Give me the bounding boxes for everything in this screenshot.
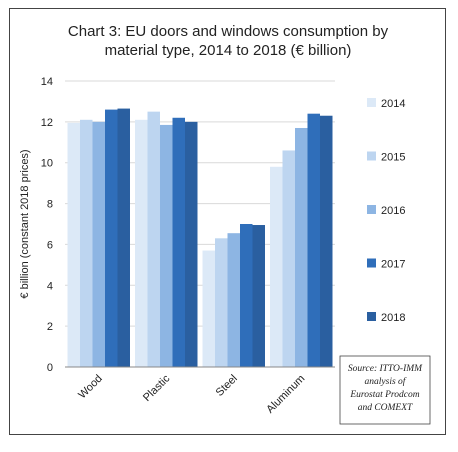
legend-swatch-2015 bbox=[367, 151, 376, 161]
x-tick-label: Plastic bbox=[141, 372, 173, 404]
legend: 2014 2015 2016 2017 2018 bbox=[367, 98, 405, 324]
x-tick-label: Wood bbox=[76, 373, 105, 402]
bar-plastic-2018 bbox=[185, 121, 198, 367]
legend-swatch-2017 bbox=[367, 258, 376, 268]
chart-frame: Chart 3: EU doors and windows consumptio… bbox=[9, 8, 446, 435]
source-note-line-4: and COMEXT bbox=[358, 403, 413, 413]
legend-label-2018: 2018 bbox=[381, 312, 405, 324]
legend-swatch-2018 bbox=[367, 312, 376, 321]
chart-title: Chart 3: EU doors and windows consumptio… bbox=[68, 23, 389, 59]
x-tick-label: Steel bbox=[214, 373, 240, 399]
source-note-line-2: analysis of bbox=[365, 376, 407, 387]
y-tick-label: 6 bbox=[47, 239, 53, 251]
y-tick-label: 10 bbox=[41, 158, 53, 170]
bars bbox=[67, 108, 333, 368]
bar-aluminum-2016 bbox=[295, 127, 308, 367]
bar-aluminum-2018 bbox=[320, 115, 333, 367]
chart-title-line-2: material type, 2014 to 2018 (€ billion) bbox=[105, 42, 352, 59]
bar-steel-2015 bbox=[215, 238, 228, 367]
legend-swatch-2016 bbox=[367, 205, 376, 214]
y-axis-ticks: 0 2 4 6 8 10 12 14 bbox=[41, 76, 53, 374]
y-tick-label: 4 bbox=[47, 280, 53, 292]
bar-steel-2017 bbox=[240, 224, 253, 367]
bar-wood-2014 bbox=[67, 122, 80, 367]
bar-plastic-2017 bbox=[172, 117, 185, 368]
legend-label-2015: 2015 bbox=[381, 152, 405, 164]
bar-steel-2016 bbox=[227, 233, 240, 367]
bar-plastic-2016 bbox=[160, 124, 173, 368]
y-tick-label: 12 bbox=[41, 117, 53, 129]
bar-aluminum-2015 bbox=[282, 150, 295, 367]
x-axis-ticks: Wood Plastic Steel Aluminum bbox=[76, 372, 307, 415]
bar-wood-2018 bbox=[117, 108, 130, 367]
bar-plastic-2014 bbox=[135, 119, 148, 367]
legend-swatch-2014 bbox=[367, 98, 376, 107]
source-note-box bbox=[339, 355, 431, 425]
bar-steel-2014 bbox=[202, 250, 215, 367]
bar-wood-2015 bbox=[80, 119, 93, 367]
bar-plastic-2015 bbox=[147, 111, 160, 368]
bar-aluminum-2017 bbox=[307, 113, 320, 367]
x-tick-label: Aluminum bbox=[264, 373, 307, 416]
bar-wood-2017 bbox=[105, 109, 118, 367]
source-note-line-3: Eurostat Prodcom bbox=[349, 390, 419, 400]
bar-wood-2016 bbox=[92, 121, 105, 367]
y-tick-label: 2 bbox=[47, 321, 53, 333]
legend-label-2016: 2016 bbox=[381, 205, 405, 217]
source-note-line-1: Source: ITTO-IMM bbox=[348, 364, 423, 374]
chart-title-line-1: Chart 3: EU doors and windows consumptio… bbox=[68, 23, 389, 40]
y-axis-title: € billion (constant 2018 prices) bbox=[19, 149, 31, 298]
bar-aluminum-2014 bbox=[270, 166, 283, 367]
chart-svg: Chart 3: EU doors and windows consumptio… bbox=[19, 23, 431, 425]
bar-steel-2018 bbox=[252, 225, 265, 367]
source-note: Source: ITTO-IMM analysis of Eurostat Pr… bbox=[339, 355, 431, 425]
y-tick-label: 0 bbox=[47, 362, 53, 374]
legend-label-2017: 2017 bbox=[381, 259, 405, 271]
y-tick-label: 8 bbox=[47, 199, 53, 211]
legend-label-2014: 2014 bbox=[381, 98, 405, 110]
y-tick-label: 14 bbox=[41, 76, 53, 88]
